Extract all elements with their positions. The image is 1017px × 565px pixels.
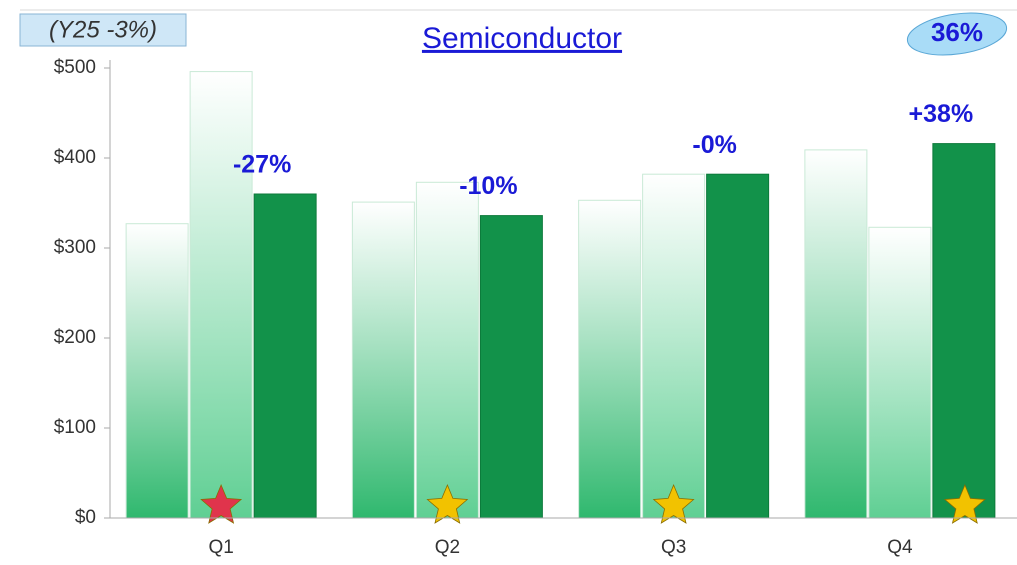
annotation: -27% <box>233 151 291 179</box>
badge: 36% <box>931 17 983 47</box>
bar <box>189 71 253 519</box>
bar <box>804 149 868 519</box>
bar <box>351 201 415 519</box>
bar <box>706 173 770 519</box>
x-tick-label: Q3 <box>661 537 686 558</box>
y-tick-label: $400 <box>54 147 96 168</box>
bar <box>415 181 479 519</box>
star-marker <box>200 483 243 524</box>
annotation: -0% <box>692 131 736 159</box>
bar <box>932 143 996 519</box>
bar <box>479 215 543 519</box>
badge-shape <box>906 12 1008 56</box>
bar <box>578 199 642 519</box>
star-marker <box>652 483 695 524</box>
y-tick-label: $500 <box>54 57 96 78</box>
annotation: -10% <box>459 172 517 200</box>
annotation: +38% <box>909 100 974 128</box>
bar <box>642 173 706 519</box>
y-tick-label: $100 <box>54 417 96 438</box>
y-tick-label: $300 <box>54 237 96 258</box>
y-tick-label: $200 <box>54 327 96 348</box>
note: (Y25 -3%) <box>49 16 157 43</box>
bar <box>868 226 932 519</box>
note-box <box>19 13 187 47</box>
star-marker <box>426 483 469 524</box>
x-tick-label: Q1 <box>208 537 233 558</box>
chart-title: Semiconductor <box>422 22 622 55</box>
bar <box>253 193 317 519</box>
star-marker <box>943 483 986 524</box>
x-tick-label: Q2 <box>435 537 460 558</box>
bar <box>125 223 189 519</box>
y-tick-label: $0 <box>75 507 96 528</box>
x-tick-label: Q4 <box>887 537 913 558</box>
